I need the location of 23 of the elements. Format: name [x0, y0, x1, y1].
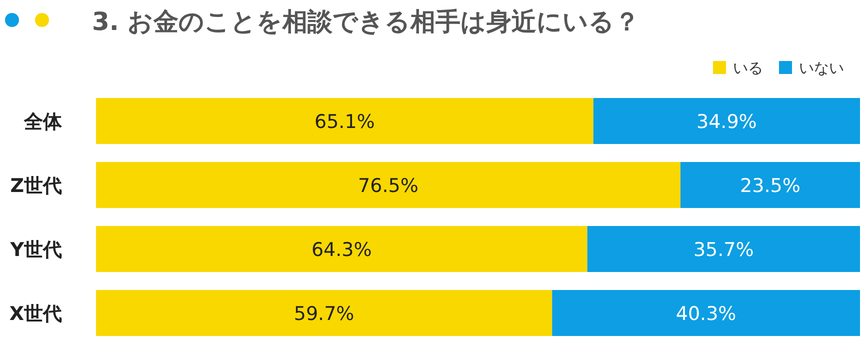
data-label: 65.1% [314, 111, 375, 133]
y-tick-label: 全体 [23, 111, 63, 133]
chart-title: 3. お金のことを相談できる相手は身近にいる？ [92, 7, 640, 36]
data-label: 76.5% [358, 175, 418, 197]
data-label: 40.3% [676, 303, 736, 325]
bar [96, 290, 552, 336]
data-label: 35.7% [693, 239, 754, 261]
bar [587, 226, 860, 272]
data-label: 34.9% [696, 111, 757, 133]
legend-label: いない [799, 59, 844, 77]
bar [96, 98, 594, 144]
legend-label: いる [733, 59, 763, 77]
bar [552, 290, 860, 336]
data-label: 64.3% [311, 239, 372, 261]
bar [680, 162, 860, 208]
bar [96, 226, 588, 272]
y-tick-label: Z世代 [10, 175, 62, 197]
data-label: 23.5% [740, 175, 800, 197]
y-tick-label: X世代 [9, 303, 62, 325]
y-tick-label: Y世代 [9, 239, 62, 261]
bar [593, 98, 860, 144]
bar [96, 162, 680, 208]
data-label: 59.7% [294, 303, 354, 325]
